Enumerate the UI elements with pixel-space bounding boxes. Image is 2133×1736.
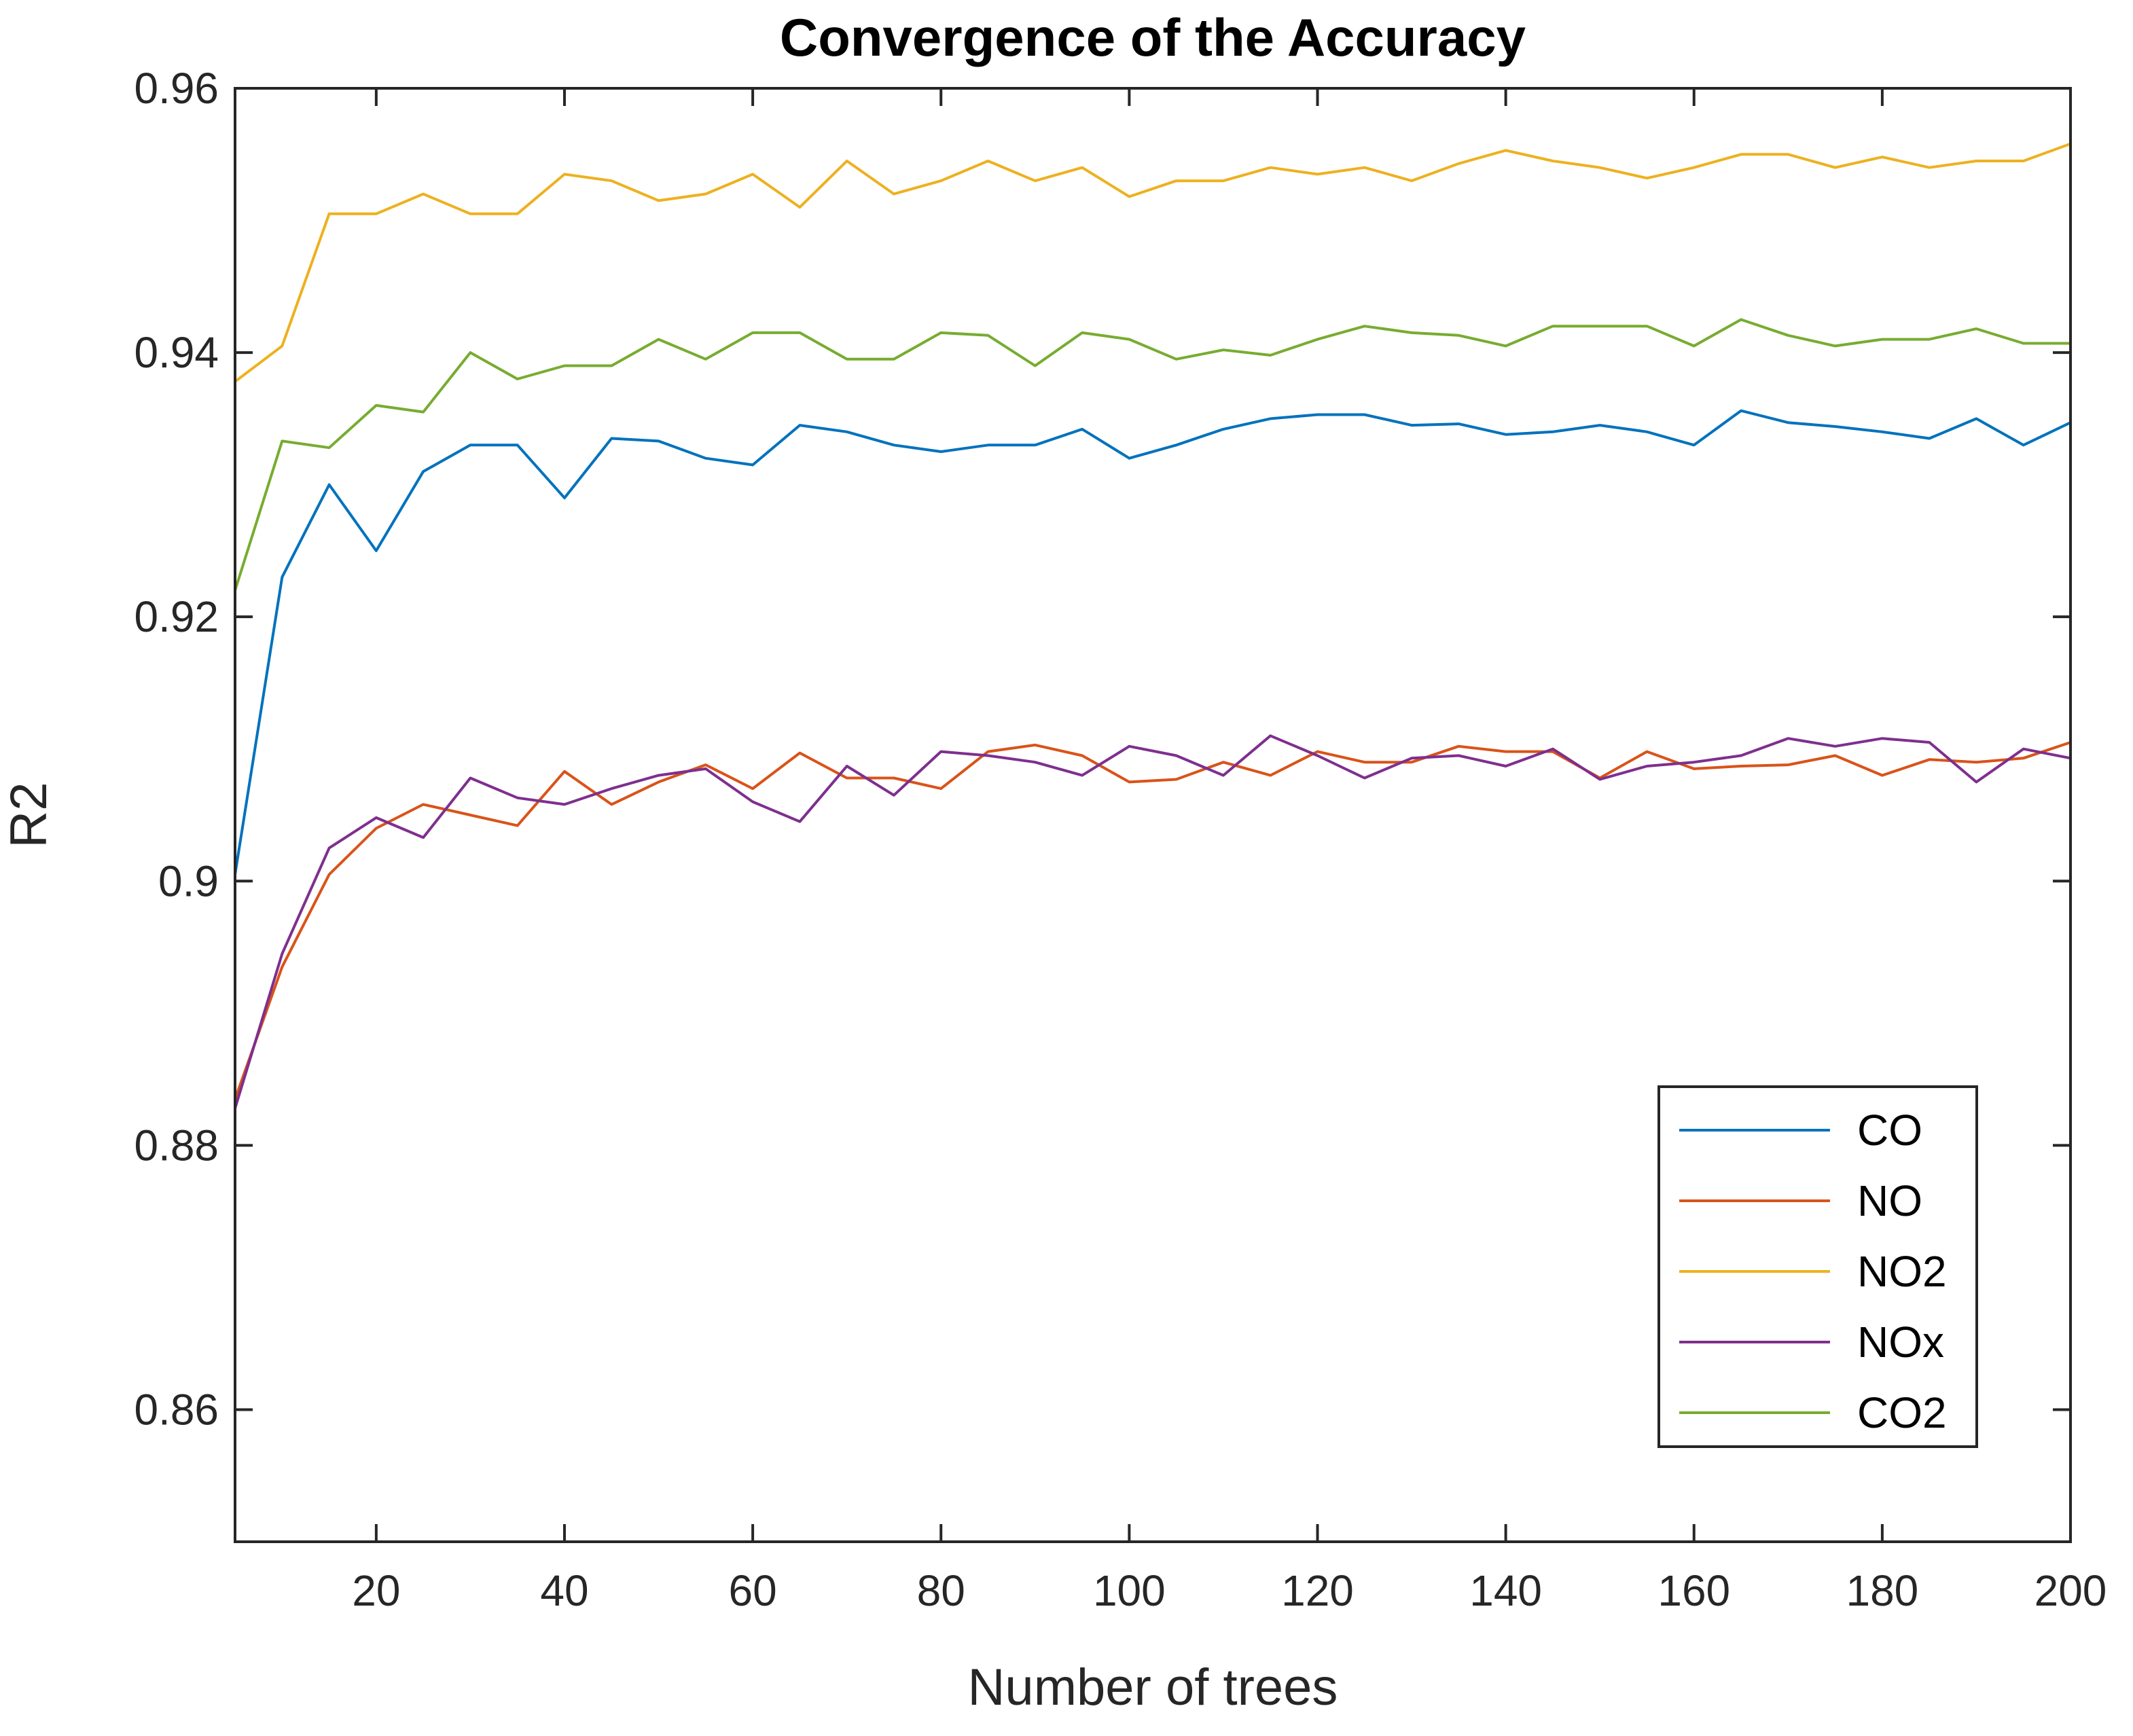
x-tick-label: 200 [2035,1566,2107,1615]
y-tick-label: 0.96 [134,64,219,113]
y-tick-label: 0.92 [134,592,219,641]
x-tick-label: 140 [1469,1566,1542,1615]
legend-box [1657,1085,1978,1448]
series-line-nox [234,734,2071,1109]
y-tick-label: 0.88 [134,1121,219,1170]
legend: CO NO NO2 NOx CO2 [1657,1085,1978,1448]
chart-title: Convergence of the Accuracy [780,7,1526,67]
legend-label-no2: NO2 [1857,1247,1947,1296]
legend-label-co2: CO2 [1857,1388,1947,1437]
x-tick-label: 120 [1281,1566,1354,1615]
series-line-no [234,741,2071,1100]
series-line-co [234,409,2071,875]
series-line-co2 [234,318,2071,591]
y-axis-title: R2 [0,782,58,848]
legend-label-co: CO [1857,1106,1922,1155]
y-tick-label: 0.86 [134,1385,219,1434]
x-tick-label: 180 [1846,1566,1918,1615]
x-axis-title: Number of trees [968,1659,1338,1716]
axes-layer: 20 40 60 80 100 120 140 160 180 200 0.86 0.88 0.9 0.9… [134,64,2107,1615]
series-line-no2 [234,142,2071,383]
x-tick-label: 100 [1093,1566,1166,1615]
x-tick-label: 160 [1657,1566,1730,1615]
x-tick-label: 40 [540,1566,588,1615]
legend-label-nox: NOx [1857,1318,1944,1367]
axes-box [234,87,2072,1543]
legend-label-no: NO [1857,1176,1922,1225]
series-layer [234,142,2071,1109]
y-tick-label: 0.94 [134,328,219,377]
y-tick-label: 0.9 [158,856,219,905]
x-tick-label: 20 [352,1566,400,1615]
x-tick-label: 60 [729,1566,777,1615]
x-tick-label: 80 [917,1566,965,1615]
